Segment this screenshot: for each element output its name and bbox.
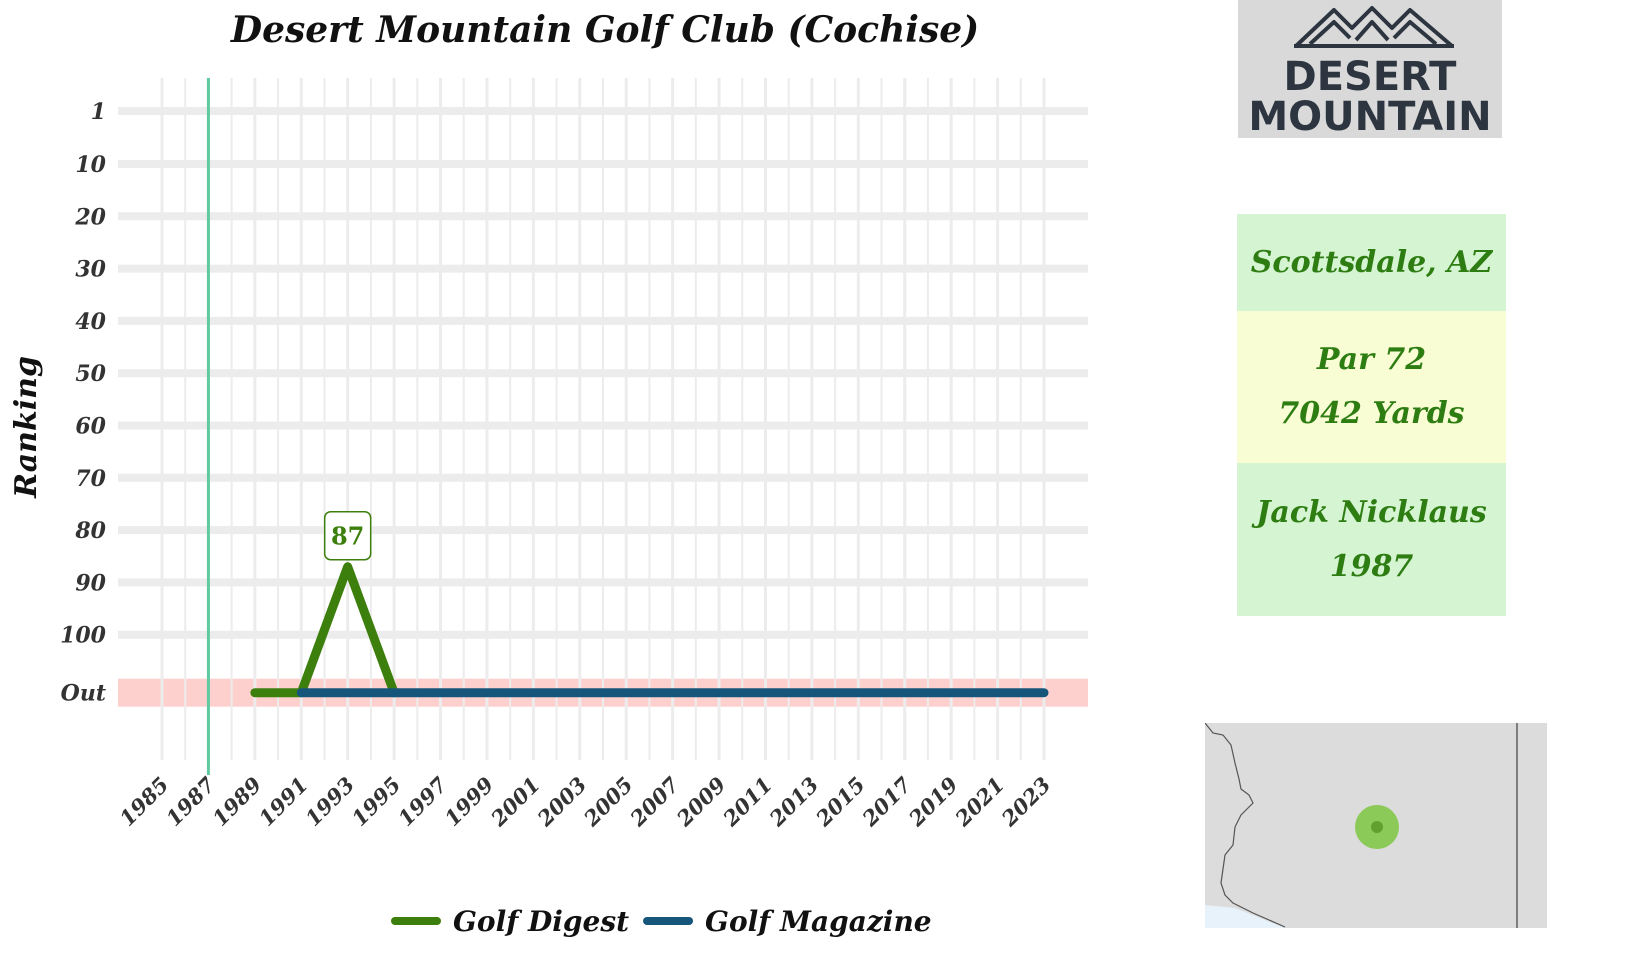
legend-label-golf-magazine: Golf Magazine (705, 905, 932, 938)
designer-name: Jack Nicklaus (1256, 494, 1487, 530)
x-tick-label: 1989 (207, 772, 266, 831)
x-tick-label: 2005 (578, 772, 638, 832)
x-tick-label: 1987 (161, 772, 220, 831)
x-tick-label: 2013 (764, 772, 824, 832)
club-logo: DESERT MOUNTAIN (1238, 0, 1502, 140)
designer-panel: Jack Nicklaus 1987 (1237, 463, 1506, 616)
mountain-logo-icon: DESERT MOUNTAIN (1248, 6, 1492, 140)
x-tick-label: 2019 (903, 772, 963, 832)
y-tick-label: 80 (74, 518, 106, 544)
x-tick-label: 1997 (393, 772, 452, 831)
state-map-icon (1205, 723, 1547, 928)
x-tick-label: 2015 (810, 772, 870, 832)
x-tick-label: 2011 (717, 772, 777, 832)
y-tick-label: 100 (60, 623, 107, 649)
y-tick-label: 50 (75, 361, 106, 387)
logo-line-1: DESERT (1284, 54, 1458, 100)
y-tick-label: 20 (74, 204, 106, 230)
x-tick-label: 1995 (347, 772, 406, 831)
location-map (1205, 723, 1547, 928)
x-tick-label: 1985 (115, 772, 174, 831)
y-tick-label: 60 (75, 414, 106, 440)
chart-marks (206, 78, 1049, 925)
x-tick-label: 1991 (254, 772, 313, 831)
y-tick-label: 1 (91, 99, 106, 125)
course-stats-panel: Par 72 7042 Yards (1237, 311, 1506, 463)
chart-title: Desert Mountain Golf Club (Cochise) (230, 9, 979, 51)
y-tick-label: 90 (75, 570, 106, 596)
x-tick-label: 2023 (996, 772, 1056, 832)
legend-label-golf-digest: Golf Digest (453, 905, 629, 938)
y-axis-label: Ranking (9, 356, 44, 499)
data-label-box (323, 510, 372, 561)
x-tick-label: 2009 (671, 772, 731, 832)
chart-grid (118, 78, 1088, 760)
location-text: Scottsdale, AZ (1250, 244, 1493, 280)
x-tick-label: 2021 (949, 772, 1009, 832)
y-tick-label: 70 (75, 466, 106, 492)
x-tick-label: 2017 (857, 772, 917, 832)
y-tick-label: 30 (75, 257, 106, 283)
y-tick-label: 40 (75, 309, 106, 335)
x-tick-label: 2007 (624, 772, 684, 832)
logo-line-2: MOUNTAIN (1248, 94, 1491, 138)
opening-year: 1987 (1329, 548, 1414, 584)
par-text: Par 72 (1316, 342, 1427, 377)
x-tick-label: 1993 (300, 772, 359, 831)
y-tick-label: 10 (75, 152, 106, 178)
yards-text: 7042 Yards (1278, 396, 1465, 431)
x-tick-label: 2001 (485, 772, 545, 832)
location-panel: Scottsdale, AZ (1237, 214, 1506, 311)
y-tick-label: Out (61, 681, 106, 707)
series-line-golf-digest (250, 562, 399, 698)
x-tick-label: 2003 (532, 772, 592, 832)
data-label: 87 (331, 522, 364, 551)
x-tick-label: 1999 (439, 772, 498, 831)
